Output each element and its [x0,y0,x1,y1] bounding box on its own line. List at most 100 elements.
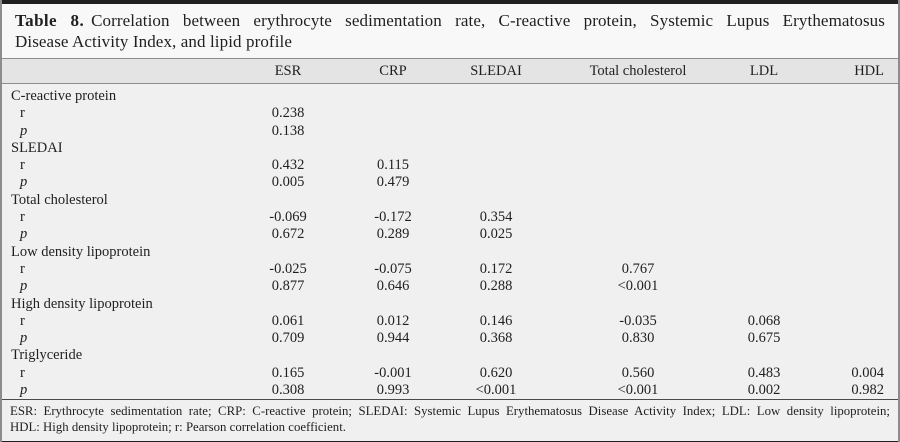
stat-row-p: p 0.672 0.289 0.025 [2,226,898,243]
value-cell: -0.172 [374,209,412,226]
col-header-crp: CRP [379,62,407,79]
value-cell: 0.877 [271,278,305,295]
stat-row-p: p 0.308 0.993 <0.001 <0.001 0.002 0.982 [2,382,898,399]
stat-row-p: p 0.005 0.479 [2,174,898,191]
stat-label-r: r [20,364,25,381]
section-row: SLEDAI [2,140,898,157]
value-cell: <0.001 [617,278,659,295]
value-cell [550,209,726,226]
col-header-total-cholesterol: Total cholesterol [589,62,687,79]
table-number-label: Table 8. [15,11,85,30]
value-cell: 0.005 [271,174,305,191]
section-label: SLEDAI [11,139,63,156]
value-cell: 0.675 [747,330,781,347]
value-cell [550,157,726,174]
value-cell: 0.479 [376,174,410,191]
value-cell: 0.289 [376,226,410,243]
value-cell [344,105,442,122]
stat-label-r: r [20,312,25,329]
value-cell: 0.620 [479,364,513,381]
title-line-1: Table 8. Correlation between erythrocyte … [15,10,885,31]
value-cell: 0.432 [271,157,305,174]
value-cell: 0.982 [851,382,884,399]
value-cell [550,226,726,243]
value-cell: 0.767 [621,260,655,277]
section-label: C-reactive protein [11,88,117,104]
value-cell [442,123,550,140]
stat-row-p: p 0.138 [2,123,898,140]
title-line-2: Disease Activity Index, and lipid profil… [15,32,292,51]
value-cell [442,174,550,191]
section-row: Total cholesterol [2,192,898,209]
value-cell [442,105,550,122]
section-row: Triglyceride [2,347,898,364]
value-cell: -0.069 [269,209,307,226]
stat-row-r: r 0.432 0.115 [2,157,898,174]
stat-label-p: p [20,278,28,295]
value-cell [726,209,802,226]
value-cell: -0.001 [374,364,412,381]
value-cell: 0.368 [479,330,513,347]
stat-row-r: r 0.165 -0.001 0.620 0.560 0.483 0.004 [2,365,898,382]
section-label: Low density lipoprotein [11,243,151,260]
value-cell: 0.830 [621,330,655,347]
value-cell: 0.002 [747,382,781,399]
value-cell [802,123,898,140]
section-row: C-reactive protein [2,84,898,106]
value-cell: 0.483 [747,364,781,381]
value-cell [802,330,898,347]
stat-label-r: r [20,105,25,122]
value-cell [802,278,898,295]
value-cell: 0.025 [479,226,513,243]
col-header-rowlabel [2,59,232,84]
stat-row-r: r 0.061 0.012 0.146 -0.035 0.068 [2,313,898,330]
top-rule [2,0,898,4]
value-cell: 0.560 [621,364,655,381]
section-label: Triglyceride [11,347,83,364]
footnote-line-1: ESR: Erythrocyte sedimentation rate; CRP… [10,404,890,419]
section-row: Low density lipoprotein [2,244,898,261]
value-cell [802,261,898,278]
stat-label-r: r [20,157,25,174]
stat-row-r: r 0.238 [2,105,898,122]
value-cell [802,174,898,191]
value-cell [726,226,802,243]
value-cell: 0.308 [271,382,305,399]
stat-label-p: p [20,330,28,347]
stat-row-r: r -0.069 -0.172 0.354 [2,209,898,226]
value-cell [550,123,726,140]
value-cell: 0.238 [271,105,305,122]
value-cell: <0.001 [617,382,659,399]
value-cell: 0.944 [376,330,410,347]
stat-label-p: p [20,122,28,139]
section-label: Total cholesterol [11,191,108,208]
value-cell: 0.165 [271,364,305,381]
value-cell: 0.012 [376,312,410,329]
value-cell: 0.172 [479,260,513,277]
header-row: ESR CRP SLEDAI Total cholesterol LDL HDL [2,58,898,84]
value-cell: 0.146 [479,312,513,329]
value-cell: 0.288 [479,278,513,295]
value-cell [802,209,898,226]
title-text: Correlation between erythrocyte sediment… [91,11,885,30]
value-cell: 0.115 [376,157,410,174]
value-cell [726,105,802,122]
stat-label-p: p [20,174,28,191]
value-cell: 0.672 [271,226,305,243]
value-cell [802,105,898,122]
value-cell: 0.354 [479,209,513,226]
value-cell: -0.075 [374,260,412,277]
value-cell [726,157,802,174]
stat-row-p: p 0.709 0.944 0.368 0.830 0.675 [2,330,898,347]
table-title: Table 8. Correlation between erythrocyte … [2,4,898,58]
col-header-ldl: LDL [749,62,779,79]
value-cell [550,174,726,191]
value-cell: 0.646 [376,278,410,295]
value-cell: 0.709 [271,330,305,347]
value-cell [442,157,550,174]
value-cell: -0.035 [619,312,657,329]
value-cell [344,123,442,140]
section-row: High density lipoprotein [2,296,898,313]
value-cell [550,105,726,122]
